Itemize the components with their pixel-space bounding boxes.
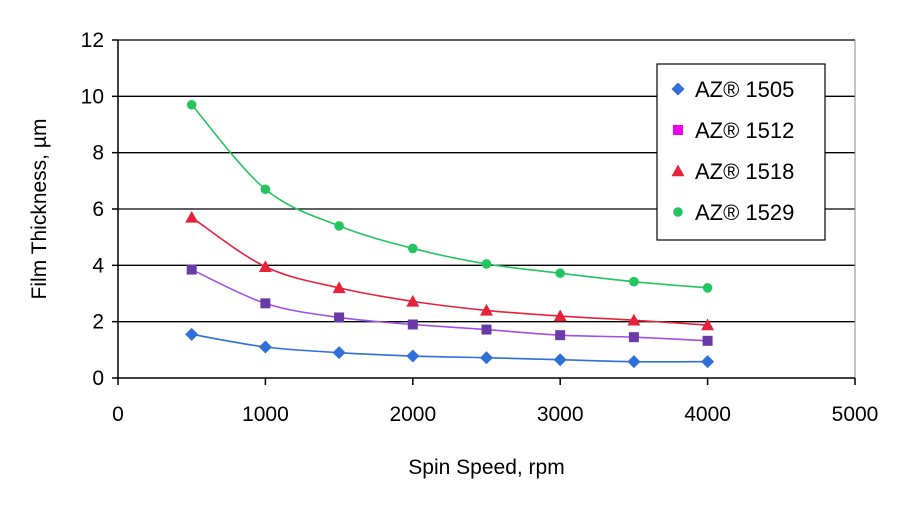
data-point — [627, 355, 641, 369]
data-point — [334, 312, 345, 323]
legend-label: AZ® 1512 — [695, 118, 794, 143]
data-point — [481, 259, 492, 269]
x-axis-title: Spin Speed, rpm — [408, 456, 564, 479]
series-4 — [186, 99, 713, 293]
x-tick-label: 2000 — [389, 403, 436, 426]
data-point — [702, 335, 713, 346]
axes — [112, 39, 856, 385]
series-line — [191, 333, 708, 363]
x-tick-label: 5000 — [832, 403, 879, 426]
data-point — [408, 243, 418, 254]
data-point — [553, 353, 567, 367]
legend-label: AZ® 1518 — [695, 159, 794, 184]
x-tick-label: 4000 — [684, 403, 731, 426]
x-tick-label: 1000 — [242, 403, 289, 426]
y-tick-label: 10 — [81, 85, 104, 108]
legend-marker — [673, 207, 683, 217]
data-point — [332, 281, 346, 294]
y-tick-label: 2 — [92, 311, 104, 334]
data-point — [258, 340, 272, 354]
y-tick-label: 12 — [81, 29, 104, 52]
data-point — [701, 318, 715, 331]
series-line — [191, 104, 708, 289]
y-tick-label: 8 — [92, 142, 104, 165]
data-point — [407, 319, 418, 330]
data-point — [701, 355, 715, 369]
data-point — [185, 327, 199, 341]
legend-label: AZ® 1529 — [695, 200, 794, 225]
data-point — [406, 349, 420, 363]
y-tick-label: 0 — [92, 367, 104, 390]
data-point — [480, 303, 493, 316]
data-point — [481, 324, 492, 335]
data-point — [260, 298, 271, 309]
data-point — [629, 276, 639, 287]
data-point — [185, 210, 199, 223]
legend-marker — [671, 82, 685, 96]
data-point — [332, 346, 346, 360]
series-3 — [185, 210, 715, 331]
data-point — [628, 332, 639, 343]
data-point — [555, 330, 566, 341]
legend: AZ® 1505 AZ® 1512 AZ® 1518 AZ® 1529 — [656, 63, 826, 241]
data-point — [258, 260, 272, 272]
data-point — [186, 264, 197, 275]
data-point — [627, 313, 641, 326]
data-point — [260, 184, 271, 195]
data-point — [334, 221, 344, 231]
data-point — [406, 294, 420, 307]
series-2 — [186, 264, 713, 346]
legend-label: AZ® 1505 — [695, 77, 794, 102]
data-point — [186, 99, 197, 110]
x-tick-label: 3000 — [537, 403, 584, 426]
data-point — [702, 283, 713, 293]
legend-marker — [673, 125, 683, 135]
x-tick-label: 0 — [112, 403, 124, 426]
legend-marker — [671, 164, 685, 177]
series-1 — [185, 327, 715, 369]
grid-lines — [118, 39, 855, 323]
data-point — [480, 351, 493, 365]
y-tick-label: 6 — [92, 198, 104, 221]
y-tick-label: 4 — [92, 254, 104, 277]
data-point — [553, 309, 567, 322]
tick-labels: 0 2 4 6 8 10 12 0 1000 2000 3000 4000 5000 — [81, 29, 879, 426]
series-group — [185, 99, 715, 369]
data-point — [555, 268, 565, 279]
legend-box — [656, 63, 826, 241]
y-axis-title: Film Thickness, µm — [28, 119, 51, 300]
